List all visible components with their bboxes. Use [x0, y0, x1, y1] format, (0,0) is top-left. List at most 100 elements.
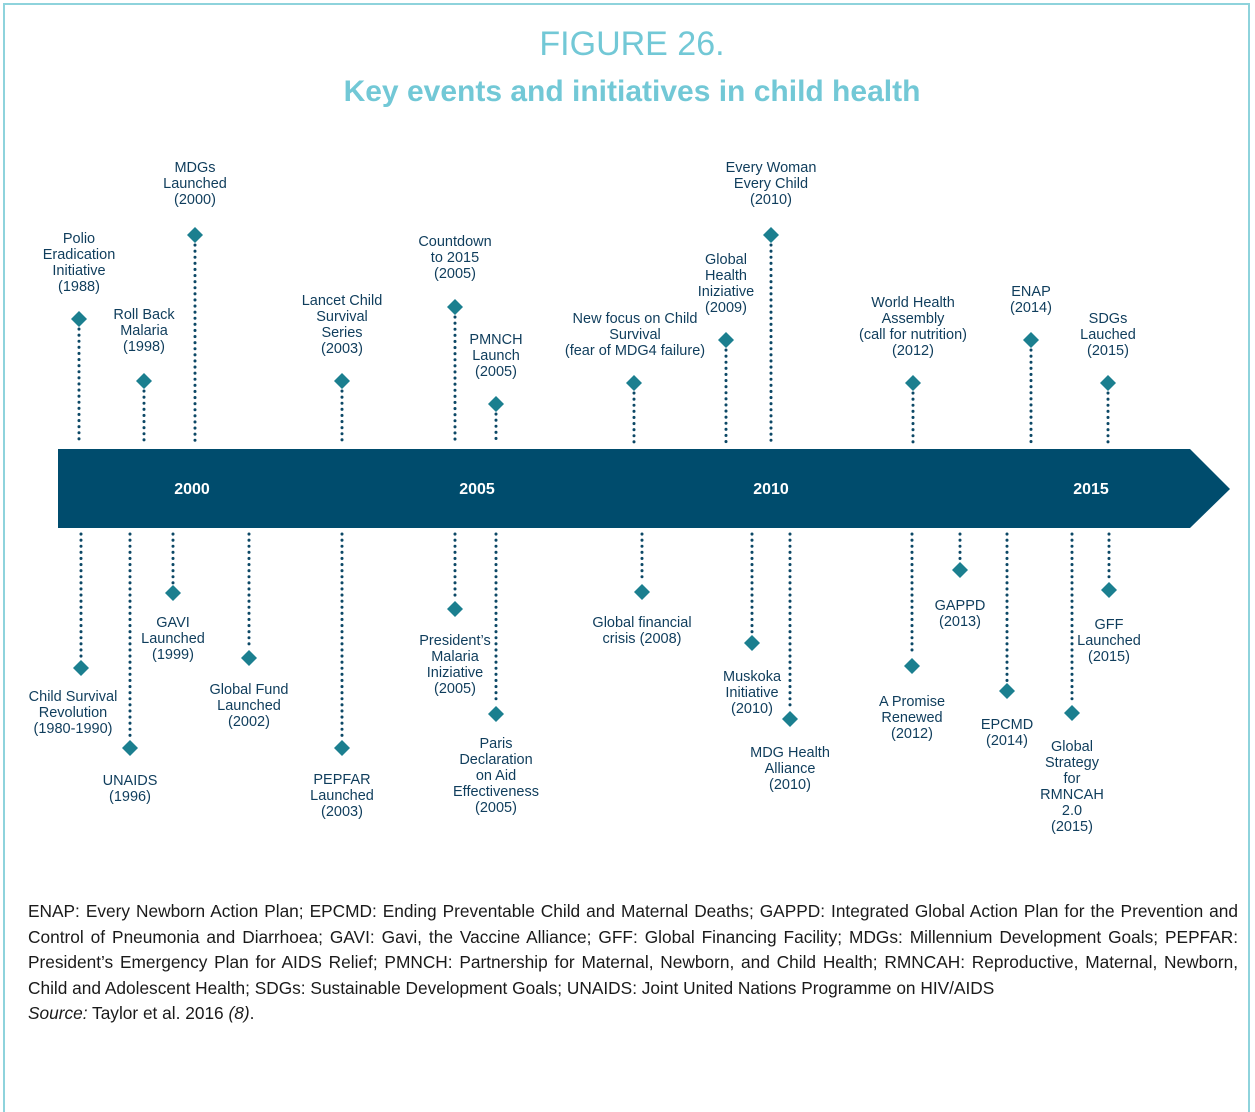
event-label: President’s [419, 633, 490, 649]
event-label: Every Child [734, 176, 808, 192]
event-label: Alliance [765, 761, 816, 777]
event-label: (fear of MDG4 failure) [565, 343, 705, 359]
event-label: Paris [479, 736, 512, 752]
event-label: (2005) [475, 800, 517, 816]
marker [634, 584, 650, 600]
event-label: Launched [217, 698, 281, 714]
event-label: (2014) [1010, 300, 1052, 316]
event-label: Launched [310, 788, 374, 804]
event-label: (2003) [321, 804, 363, 820]
event-label: (2003) [321, 341, 363, 357]
event-label: Lauched [1080, 327, 1136, 343]
event-label: Effectiveness [453, 784, 539, 800]
figure-number: FIGURE 26. [539, 25, 724, 63]
event-label: Iniziative [427, 665, 483, 681]
marker [782, 711, 798, 727]
source-ref: (8) [228, 1003, 250, 1023]
event-label: Countdown [418, 234, 491, 250]
event-label: Iniziative [698, 284, 754, 300]
marker [165, 585, 181, 601]
year-label: 2000 [174, 481, 210, 498]
source-label: Source: [28, 1003, 88, 1023]
event-label: (2009) [705, 300, 747, 316]
event-label: Launched [1077, 633, 1141, 649]
frame [3, 3, 1250, 1112]
event-label: UNAIDS [103, 773, 158, 789]
event-label: Muskoka [723, 669, 782, 685]
marker [71, 311, 87, 327]
event-label: (1998) [123, 339, 165, 355]
marker [1023, 332, 1039, 348]
event-label: on Aid [476, 768, 516, 784]
event-label: Malaria [431, 649, 479, 665]
event-label: for [1064, 771, 1081, 787]
event-label: Assembly [882, 311, 946, 327]
event-label: (2002) [228, 714, 270, 730]
event-label: (1988) [58, 279, 100, 295]
event-label: PEPFAR [313, 772, 370, 788]
marker [1101, 582, 1117, 598]
source-end: . [249, 1003, 255, 1023]
event-label: Survival [609, 327, 661, 343]
event-label: (2015) [1088, 649, 1130, 665]
event-label: (2000) [174, 192, 216, 208]
year-label: 2015 [1073, 481, 1109, 498]
event-label: EPCMD [981, 717, 1033, 733]
event-label: Revolution [39, 705, 108, 721]
source: Source: Taylor et al. 2016 (8). [28, 1001, 1238, 1027]
marker [136, 373, 152, 389]
event-label: Global Fund [210, 682, 289, 698]
marker [626, 375, 642, 391]
event-label: Launch [472, 348, 520, 364]
marker [1100, 375, 1116, 391]
event-label: 2.0 [1062, 803, 1082, 819]
event-label: Lancet Child [302, 293, 383, 309]
event-label: GAVI [156, 615, 190, 631]
event-label: RMNCAH [1040, 787, 1104, 803]
event-label: Renewed [881, 710, 942, 726]
event-label: A Promise [879, 694, 945, 710]
event-label: GFF [1095, 617, 1124, 633]
marker [447, 601, 463, 617]
marker [905, 375, 921, 391]
marker [763, 227, 779, 243]
event-label: (2015) [1051, 819, 1093, 835]
event-label: Launched [141, 631, 205, 647]
event-label: Series [321, 325, 362, 341]
event-label: (2014) [986, 733, 1028, 749]
event-label: (1999) [152, 647, 194, 663]
marker [718, 332, 734, 348]
event-label: Launched [163, 176, 227, 192]
marker [334, 740, 350, 756]
event-label: MDG Health [750, 745, 830, 761]
event-label: (2005) [434, 266, 476, 282]
event-label: World Health [871, 295, 955, 311]
event-label: (2010) [731, 701, 773, 717]
source-text: Taylor et al. 2016 [87, 1003, 229, 1023]
event-label: Global [705, 252, 747, 268]
timeline-arrow [58, 449, 1230, 528]
marker [904, 658, 920, 674]
event-label: (1980-1990) [34, 721, 113, 737]
footnote-block: ENAP: Every Newborn Action Plan; EPCMD: … [28, 899, 1238, 1027]
marker [447, 299, 463, 315]
event-label: ENAP [1011, 284, 1051, 300]
event-label: PMNCH [469, 332, 522, 348]
marker [952, 562, 968, 578]
marker [187, 227, 203, 243]
event-label: (2010) [750, 192, 792, 208]
marker [122, 740, 138, 756]
event-label: to 2015 [431, 250, 479, 266]
event-label: Roll Back [113, 307, 175, 323]
year-label: 2005 [459, 481, 495, 498]
event-label: Polio [63, 231, 95, 247]
event-label: (2005) [475, 364, 517, 380]
event-label: (2013) [939, 614, 981, 630]
event-label: Malaria [120, 323, 168, 339]
event-label: Survival [316, 309, 368, 325]
marker [999, 683, 1015, 699]
event-label: MDGs [174, 160, 215, 176]
event-label: (2010) [769, 777, 811, 793]
